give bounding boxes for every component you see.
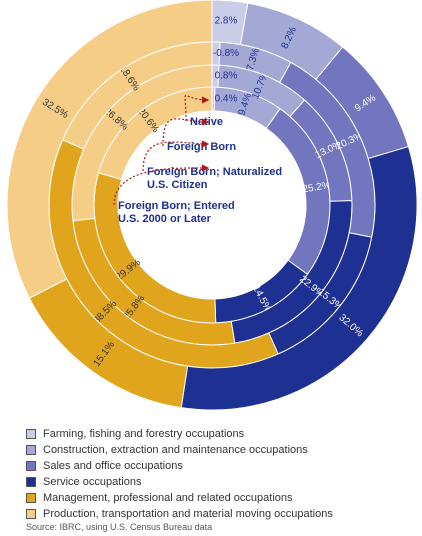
ring-name-label: U.S. 2000 or Later [118, 213, 212, 225]
ring-pointer-arrow [184, 94, 210, 122]
legend-swatch [26, 493, 36, 503]
ring-name-label: Foreign Born; Entered [118, 200, 235, 212]
legend-swatch [26, 477, 36, 487]
legend-item-farming: Farming, fishing and forestry occupation… [26, 426, 416, 442]
legend-label: Sales and office occupations [43, 460, 183, 472]
ring-1 [71, 64, 353, 346]
ring-pointer-arrow [142, 140, 210, 172]
legend-item-sales: Sales and office occupations [26, 458, 416, 474]
legend-item-management: Management, professional and related occ… [26, 490, 416, 506]
donut-segment [6, 0, 213, 299]
legend-swatch [26, 445, 36, 455]
ring-pointer-arrow [162, 118, 210, 147]
ring-name-label: U.S. Citizen [147, 179, 208, 191]
legend: Farming, fishing and forestry occupation… [26, 426, 416, 522]
legend-swatch [26, 509, 36, 519]
value-label: 0.8% [215, 71, 238, 82]
legend-label: Construction, extraction and maintenance… [43, 444, 308, 456]
legend-label: Production, transportation and material … [43, 508, 333, 520]
value-label: 0.4% [215, 94, 238, 105]
legend-item-service: Service occupations [26, 474, 416, 490]
value-label: -0.8% [213, 48, 239, 59]
value-label: 25.2% [302, 180, 332, 195]
ring-2 [48, 41, 376, 369]
legend-label: Management, professional and related occ… [43, 492, 293, 504]
source-note: Source: IBRC, using U.S. Census Bureau d… [26, 522, 213, 532]
ring-pointer-arrow [113, 164, 210, 206]
value-label: 2.8% [215, 16, 238, 27]
chart-svg: 0.4% 9.4%25.2%14.5%29.9%20.6%0.8% 10.7%13.… [6, 0, 418, 411]
legend-swatch [26, 461, 36, 471]
ring-name-label: Foreign Born [167, 141, 236, 153]
legend-label: Farming, fishing and forestry occupation… [43, 428, 245, 440]
legend-item-construction: Construction, extraction and maintenance… [26, 442, 416, 458]
ring-name-label: Foreign Born; Naturalized [147, 166, 282, 178]
legend-label: Service occupations [43, 476, 142, 488]
legend-swatch [26, 429, 36, 439]
ring-3 [6, 0, 418, 411]
legend-item-production: Production, transportation and material … [26, 506, 416, 522]
donut-chart: 0.4% 9.4% 25.2% 14.5% 29.9% 20.6% 0.8% 10.7% 13.… [6, 0, 418, 411]
